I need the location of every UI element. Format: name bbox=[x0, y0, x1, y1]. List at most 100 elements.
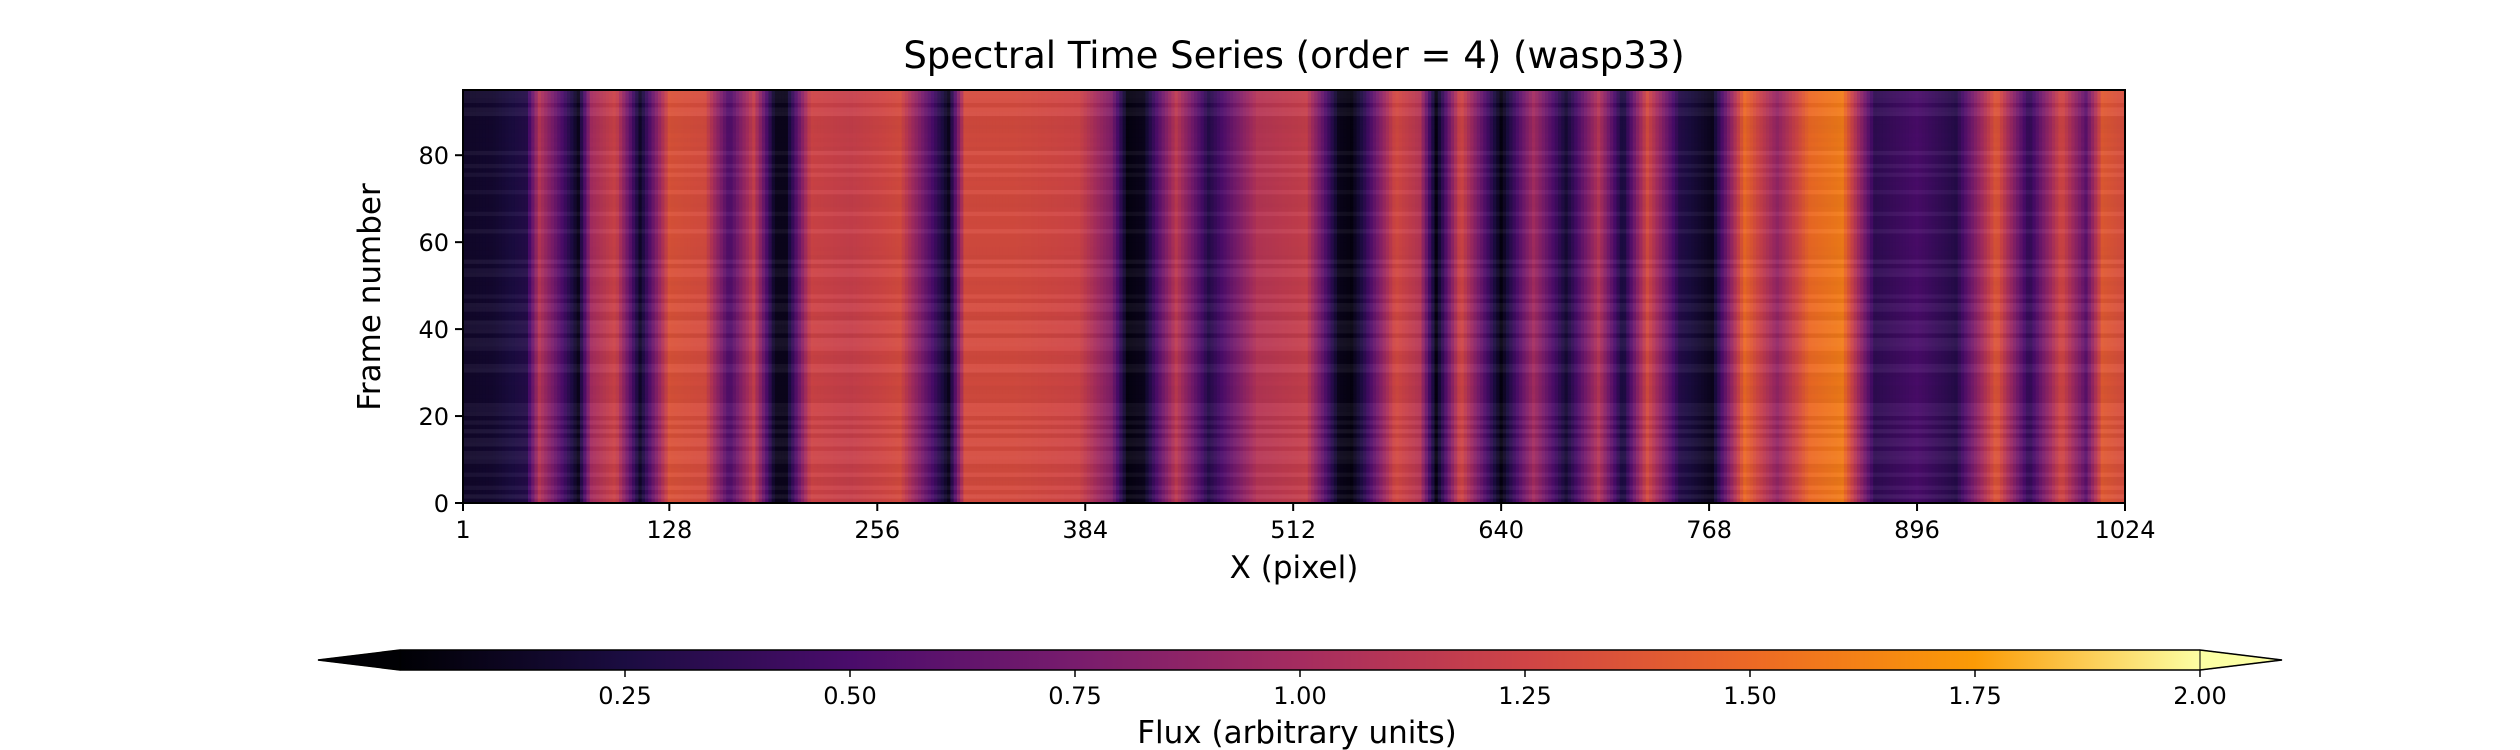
heatmap-column bbox=[540, 90, 545, 503]
heatmap-column bbox=[732, 90, 737, 503]
heatmap-column bbox=[1811, 90, 1816, 503]
colorbar-label: Flux (arbitrary units) bbox=[1137, 715, 1457, 750]
heatmap-column bbox=[709, 90, 714, 503]
heatmap-column bbox=[586, 90, 591, 503]
heatmap-column bbox=[1866, 90, 1871, 503]
heatmap-column bbox=[1674, 90, 1679, 503]
y-axis-ticks: 0 20 40 60 80 bbox=[418, 142, 463, 518]
heatmap-row bbox=[463, 481, 2125, 486]
y-tick-label: 40 bbox=[418, 316, 449, 344]
heatmap-column bbox=[1609, 90, 1614, 503]
heatmap-column bbox=[1687, 90, 1692, 503]
heatmap-column bbox=[1034, 90, 1039, 503]
heatmap-column bbox=[1850, 90, 1855, 503]
heatmap-column bbox=[1083, 90, 1088, 503]
heatmap-column bbox=[1743, 90, 1748, 503]
heatmap-column bbox=[839, 90, 844, 503]
heatmap-row bbox=[463, 398, 2125, 404]
heatmap-column bbox=[1938, 90, 1943, 503]
heatmap-column bbox=[628, 90, 633, 503]
heatmap-column bbox=[1434, 90, 1439, 503]
heatmap-column bbox=[631, 90, 636, 503]
heatmap-column bbox=[1571, 90, 1575, 503]
y-tick-label: 60 bbox=[418, 229, 449, 257]
heatmap-column bbox=[2120, 90, 2124, 503]
heatmap-column bbox=[1038, 90, 1042, 503]
colorbar-tick-label: 0.75 bbox=[1048, 682, 1101, 710]
heatmap-column bbox=[2029, 90, 2033, 503]
heatmap-column bbox=[612, 90, 617, 503]
heatmap-column bbox=[1307, 90, 1312, 503]
heatmap-column bbox=[1324, 90, 1328, 503]
heatmap-row bbox=[463, 203, 2125, 208]
heatmap-column bbox=[1265, 90, 1270, 503]
heatmap-row bbox=[463, 429, 2125, 434]
heatmap-column bbox=[1613, 90, 1618, 503]
heatmap-column bbox=[986, 90, 990, 503]
heatmap-column bbox=[1268, 90, 1273, 503]
heatmap-column bbox=[1827, 90, 1832, 503]
heatmap-column bbox=[2048, 90, 2053, 503]
heatmap-column bbox=[995, 90, 1000, 503]
heatmap-column bbox=[1665, 90, 1670, 503]
heatmap-column bbox=[1025, 90, 1029, 503]
heatmap-column bbox=[644, 90, 649, 503]
heatmap-column bbox=[1077, 90, 1081, 503]
heatmap-column bbox=[2064, 90, 2069, 503]
heatmap-row bbox=[463, 433, 2125, 438]
heatmap-row bbox=[463, 259, 2125, 264]
x-tick-label: 1 bbox=[455, 516, 470, 544]
heatmap-column bbox=[1454, 90, 1458, 503]
heatmap-column bbox=[1480, 90, 1484, 503]
heatmap-column bbox=[1645, 90, 1650, 503]
heatmap-column bbox=[1889, 90, 1894, 503]
heatmap-row bbox=[463, 242, 2125, 247]
heatmap-column bbox=[576, 90, 581, 503]
heatmap-row bbox=[463, 198, 2125, 204]
heatmap-column bbox=[479, 90, 484, 503]
heatmap-column bbox=[885, 90, 890, 503]
heatmap-column bbox=[1272, 90, 1276, 503]
heatmap-column bbox=[651, 90, 656, 503]
heatmap-row bbox=[463, 407, 2125, 412]
heatmap-column bbox=[1694, 90, 1699, 503]
heatmap-column bbox=[618, 90, 623, 503]
heatmap-column bbox=[1441, 90, 1445, 503]
heatmap-column bbox=[2055, 90, 2059, 503]
heatmap-column bbox=[1216, 90, 1221, 503]
heatmap-column bbox=[1941, 90, 1946, 503]
heatmap-column bbox=[781, 90, 786, 503]
colorbar-ticks: 0.25 0.50 0.75 1.00 1.25 1.50 1.75 2.00 bbox=[598, 670, 2227, 710]
heatmap-column bbox=[1912, 90, 1917, 503]
heatmap-column bbox=[635, 90, 640, 503]
heatmap-column bbox=[1853, 90, 1858, 503]
heatmap-row bbox=[463, 446, 2125, 451]
heatmap-column bbox=[524, 90, 529, 503]
heatmap-column bbox=[1106, 90, 1111, 503]
heatmap-column bbox=[800, 90, 805, 503]
heatmap-column bbox=[823, 90, 828, 503]
heatmap-column bbox=[693, 90, 698, 503]
heatmap-column bbox=[1860, 90, 1865, 503]
heatmap-column bbox=[1908, 90, 1913, 503]
heatmap-column bbox=[1545, 90, 1549, 503]
heatmap-column bbox=[537, 90, 542, 503]
heatmap-column bbox=[1519, 90, 1523, 503]
heatmap-column bbox=[1658, 90, 1663, 503]
heatmap-column bbox=[475, 90, 480, 503]
heatmap-column bbox=[852, 90, 857, 503]
heatmap-row bbox=[463, 172, 2125, 177]
heatmap-column bbox=[979, 90, 984, 503]
heatmap-column bbox=[2042, 90, 2046, 503]
heatmap-column bbox=[1921, 90, 1926, 503]
heatmap-row bbox=[463, 176, 2125, 182]
heatmap-column bbox=[690, 90, 695, 503]
heatmap-column bbox=[2103, 90, 2108, 503]
heatmap-column bbox=[1142, 90, 1146, 503]
heatmap-row bbox=[463, 255, 2125, 260]
heatmap-row bbox=[463, 194, 2125, 199]
heatmap-column bbox=[1320, 90, 1325, 503]
heatmap-column bbox=[1915, 90, 1920, 503]
heatmap-column bbox=[1856, 90, 1861, 503]
heatmap-column bbox=[1389, 90, 1393, 503]
